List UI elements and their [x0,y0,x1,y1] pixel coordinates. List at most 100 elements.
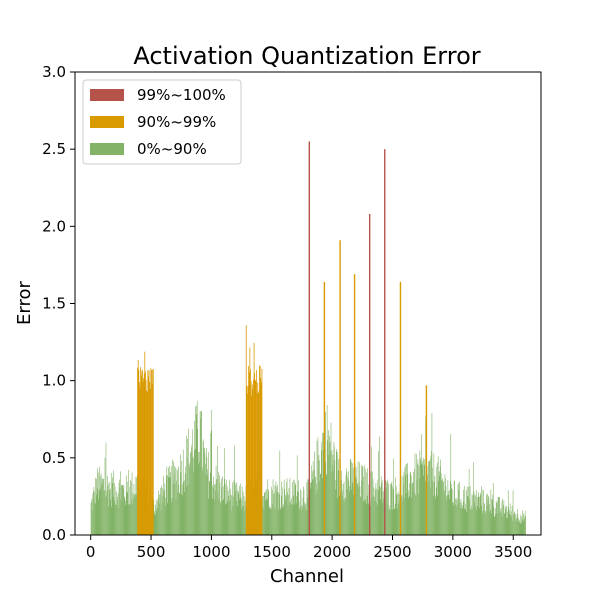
bar-base [479,507,481,535]
bar-base [379,486,381,535]
bar-base [437,496,439,535]
bar-base [520,514,522,535]
bar-base [514,511,515,535]
bar-base [472,508,473,535]
bar-mid-band [256,370,257,535]
bar-base [488,495,489,535]
y-tick-label: 1.5 [42,295,66,313]
bar-base [300,489,301,535]
bar-base [215,465,217,535]
bar-mid-spike [323,281,326,535]
bar-base [185,466,186,535]
bar-base [372,471,373,535]
bar-base [173,461,174,535]
bar-mid-band [148,376,149,535]
bar-base [228,501,230,535]
bar-base [357,483,358,535]
bar-base [389,505,391,535]
bar-base [430,455,432,535]
bar-base [135,494,136,535]
bar-base [161,485,162,535]
bar-base [509,503,511,535]
bar-base [198,451,200,535]
bar-mid-band [252,389,254,535]
bar-mid-band [258,391,260,535]
y-tick-label: 3.0 [42,63,66,81]
bar-base [99,475,101,535]
bar-base [231,510,232,535]
bar-base [102,478,104,535]
bar-base [201,467,203,535]
bar-base [204,452,206,535]
bar-base [181,494,182,535]
bar-base [298,501,300,535]
bar-base [451,489,453,535]
bar-base [346,471,348,535]
bar-base [96,478,97,535]
bar-mid-band [247,385,249,535]
bar-base [136,494,138,535]
bar-base [437,456,439,535]
bar-base [335,480,336,535]
bar-base [432,481,434,535]
bar-base [471,493,473,535]
bar-base [392,458,394,535]
bar-base [414,468,415,535]
bar-base [210,433,212,535]
bar-base [434,481,435,535]
bar-base [182,449,184,535]
bar-base [276,487,278,535]
bar-base [442,481,444,535]
bar-base [350,458,352,535]
bar-mid-band [151,383,153,535]
bar-base [209,472,211,535]
bar-base [134,496,135,535]
bar-base [338,495,340,535]
bar-base [96,494,98,535]
bar-mid-band [254,373,256,535]
bar-base [209,481,211,535]
bar-base [304,502,306,535]
bar-base [265,500,267,535]
bar-mid-band [253,379,254,535]
bar-base [207,474,208,535]
bar-base [396,493,398,535]
bar-base [242,491,244,535]
bar-base [94,491,95,535]
bar-base [174,465,175,535]
bar-base [110,473,112,535]
bar-base [272,479,274,535]
bar-base [161,503,163,535]
bar-base [288,494,289,535]
bar-base [522,521,524,535]
bar-base [116,491,117,535]
bar-base [307,478,309,535]
bar-base [201,410,202,535]
bar-base [299,506,301,535]
bar-mid-band [152,369,154,535]
bar-base [387,479,388,535]
bar-base [244,511,245,535]
bar-base [524,516,525,535]
bar-base [131,499,132,535]
bar-base [368,503,369,535]
bar-base [316,440,318,535]
bar-base [512,490,514,535]
legend: 99%~100% 90%~99% 0%~90% [82,79,242,165]
bar-base [505,506,506,535]
bar-base [207,469,209,535]
bar-base [173,473,175,535]
bar-base [291,498,292,535]
bar-base [317,489,318,535]
bar-base [120,471,121,535]
bar-base [220,503,222,535]
bar-base [268,506,270,535]
bar-base [314,451,315,535]
bar-base [371,446,372,535]
bar-base [394,503,396,535]
bar-base [466,511,467,535]
bar-base [361,465,362,535]
bar-base [229,479,230,535]
bar-base [338,458,340,535]
bar-base [312,461,314,535]
